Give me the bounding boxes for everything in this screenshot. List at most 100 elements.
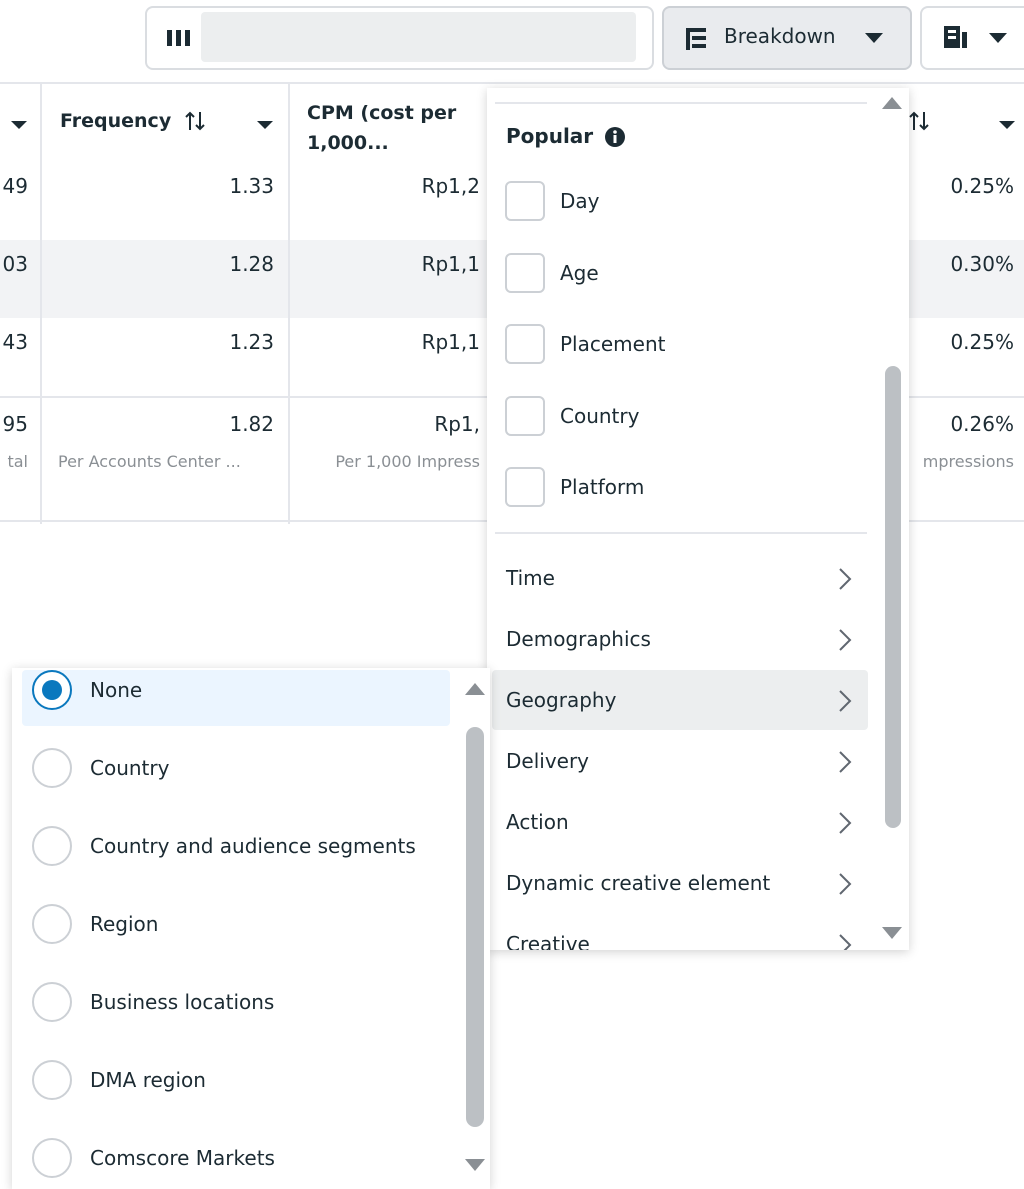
scroll-down[interactable]	[464, 1158, 486, 1172]
checkbox-label[interactable]: Day	[560, 189, 600, 213]
scroll-up[interactable]	[464, 682, 486, 696]
chevron	[839, 812, 852, 834]
column-divider	[40, 84, 42, 524]
columns-icon	[167, 30, 190, 46]
info-icon[interactable]	[604, 126, 626, 148]
total-value: 0.26%	[950, 412, 1014, 436]
chevron	[839, 690, 852, 712]
checkbox-label[interactable]: Platform	[560, 475, 645, 499]
radio-label: DMA region	[90, 1068, 206, 1092]
table-cell: 49	[2, 174, 28, 198]
column-divider	[288, 84, 290, 524]
radio	[32, 670, 72, 710]
table-cell: 1.28	[229, 252, 274, 276]
category-item[interactable]: Time	[492, 548, 868, 608]
total-value: 95	[2, 412, 28, 436]
header-cpm[interactable]: CPM (cost per 1,000...	[307, 102, 457, 154]
category-label: Dynamic creative element	[506, 871, 771, 895]
radio-label: Country	[90, 756, 170, 780]
scroll-down[interactable]	[881, 926, 903, 940]
total-caption: mpressions	[922, 452, 1014, 471]
radio-item[interactable]: Region	[22, 904, 450, 960]
export-button[interactable]	[920, 6, 1024, 70]
table-cell: Rp1,1	[421, 330, 480, 354]
checkbox-label[interactable]: Placement	[560, 332, 666, 356]
header-frequency[interactable]: Frequency	[60, 110, 172, 132]
chevron	[839, 751, 852, 773]
chevron	[839, 873, 852, 895]
category-label: Creative	[506, 932, 590, 950]
sort-icon	[185, 111, 205, 131]
radio-item[interactable]: Comscore Markets	[22, 1138, 450, 1189]
table-cell: 03	[2, 252, 28, 276]
checkbox-label[interactable]: Country	[560, 403, 640, 428]
category-item[interactable]: Delivery	[492, 731, 868, 791]
radio-item[interactable]: Business locations	[22, 982, 450, 1038]
total-caption: Per 1,000 Impress	[335, 452, 480, 471]
checkbox[interactable]	[505, 395, 545, 436]
export-icon	[944, 26, 967, 48]
radio	[32, 904, 72, 944]
category-label: Delivery	[506, 749, 590, 773]
checkbox[interactable]	[505, 181, 545, 221]
radio-item[interactable]: None	[22, 670, 450, 726]
checkbox[interactable]	[505, 467, 545, 507]
sort-caret[interactable]	[998, 120, 1016, 130]
category-item[interactable]: Action	[492, 792, 868, 852]
radio	[32, 826, 72, 866]
breakdown-button[interactable]: Breakdown	[662, 6, 912, 70]
category-label: Geography	[506, 688, 617, 712]
category-item[interactable]: Geography	[492, 670, 868, 730]
caret	[865, 33, 883, 43]
chevron	[839, 934, 852, 950]
checkbox[interactable]	[505, 252, 545, 293]
radio-label: Comscore Markets	[90, 1146, 275, 1170]
category-item[interactable]: Creative	[492, 914, 868, 950]
total-caption: Per Accounts Center ...	[58, 452, 241, 471]
toolbar: Breakdown	[0, 0, 1024, 84]
table-cell: 43	[2, 330, 28, 354]
breakdown-icon	[686, 28, 706, 50]
radio-label: None	[90, 678, 143, 702]
popular-heading: Popular	[506, 124, 594, 148]
category-label: Time	[506, 566, 555, 590]
breakdown-menu: Popular Day Age Placement Country Platform Ti…	[487, 88, 909, 950]
checkbox[interactable]	[505, 324, 545, 364]
scroll-up[interactable]	[881, 96, 903, 110]
radio	[32, 1060, 72, 1100]
category-item[interactable]: Demographics	[492, 609, 868, 669]
radio-dot	[42, 680, 62, 700]
radio-label: Country and audience segments	[90, 834, 416, 858]
chevron	[839, 568, 852, 590]
table-cell: 1.33	[229, 174, 274, 198]
radio	[32, 982, 72, 1022]
table-cell: Rp1,1	[421, 252, 480, 276]
sort-caret[interactable]	[256, 120, 274, 130]
radio-label: Region	[90, 912, 159, 936]
columns-button[interactable]	[145, 6, 654, 70]
category-label: Demographics	[506, 627, 651, 651]
table-cell: Rp1,2	[421, 174, 480, 198]
search-placeholder	[201, 12, 636, 62]
category-label: Action	[506, 810, 569, 834]
total-caption: tal	[7, 452, 28, 471]
category-item[interactable]: Dynamic creative element	[492, 853, 868, 913]
caret	[989, 33, 1007, 43]
radio-item[interactable]: Country and audience segments	[22, 826, 450, 882]
chevron	[839, 629, 852, 651]
table-cell: 0.25%	[950, 174, 1014, 198]
sort-icon	[909, 111, 929, 131]
radio-item[interactable]: Country	[22, 748, 450, 804]
radio-label: Business locations	[90, 990, 275, 1014]
table-cell: 0.25%	[950, 330, 1014, 354]
scrollbar[interactable]	[885, 366, 901, 828]
radio	[32, 1138, 72, 1178]
sort-caret[interactable]	[10, 120, 28, 130]
divider	[495, 532, 867, 534]
radio-item[interactable]: DMA region	[22, 1060, 450, 1116]
checkbox-label[interactable]: Age	[560, 260, 599, 285]
table-cell: 1.23	[229, 330, 274, 354]
scrollbar[interactable]	[466, 727, 484, 1127]
table-cell: 0.30%	[950, 252, 1014, 276]
